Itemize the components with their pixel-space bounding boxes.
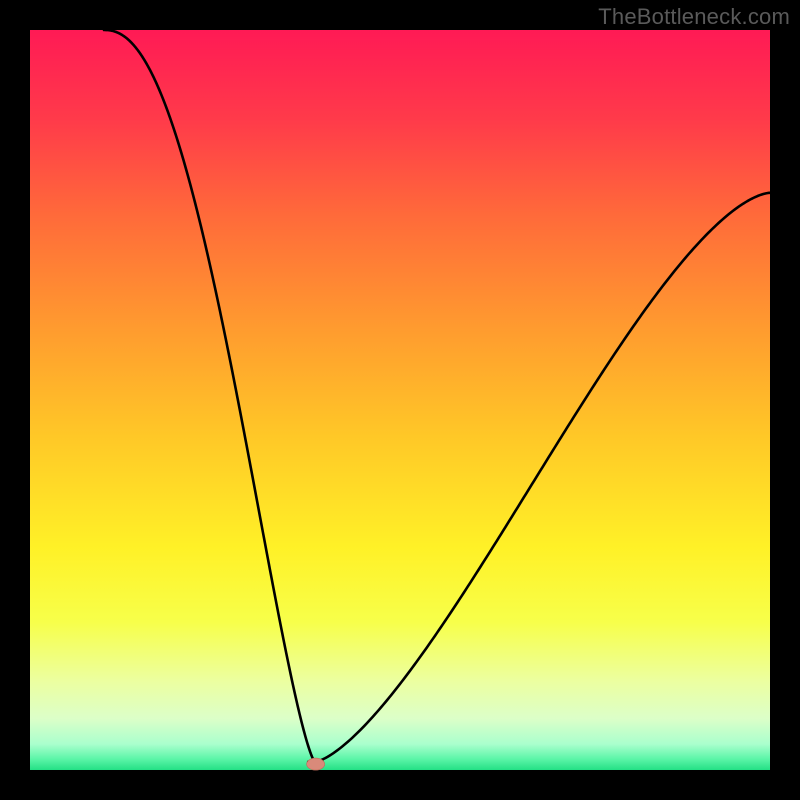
notch-marker — [307, 758, 325, 770]
plot-background — [30, 30, 770, 770]
chart-container: TheBottleneck.com — [0, 0, 800, 800]
watermark-text: TheBottleneck.com — [598, 4, 790, 30]
bottleneck-chart — [0, 0, 800, 800]
